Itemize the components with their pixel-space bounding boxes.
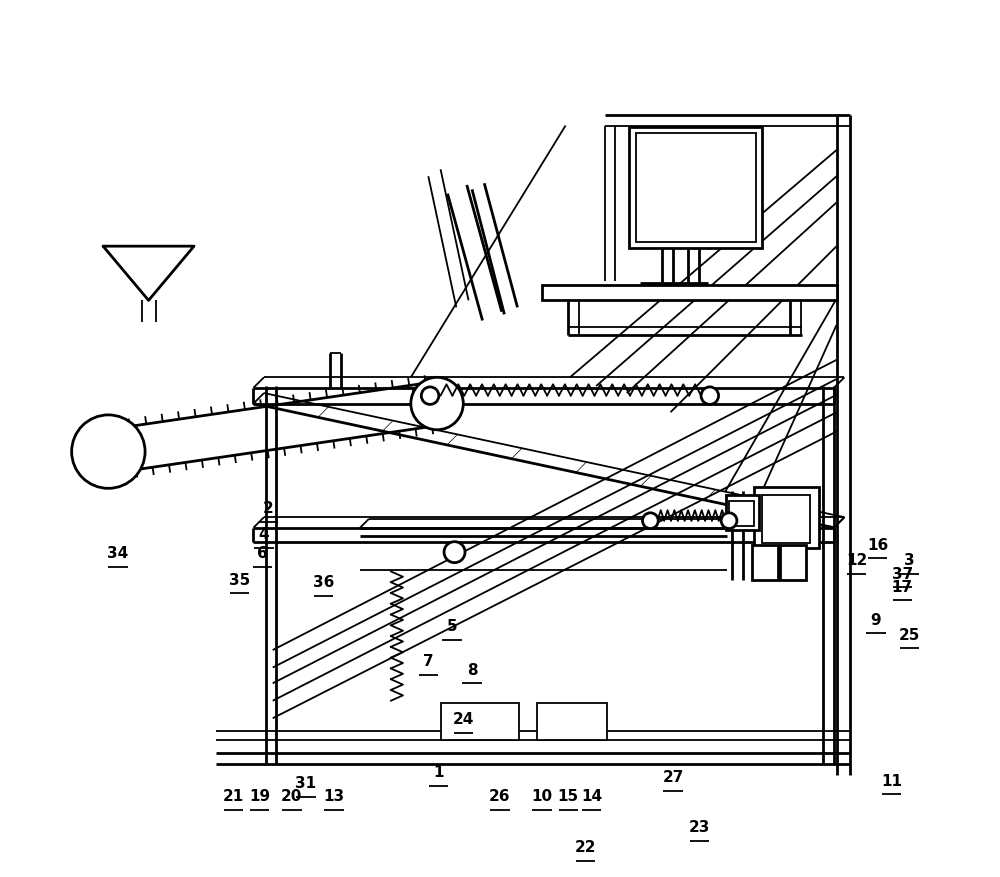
- Text: 16: 16: [867, 538, 888, 553]
- Text: 23: 23: [689, 820, 710, 835]
- Text: 19: 19: [249, 789, 270, 804]
- Text: 27: 27: [662, 770, 684, 785]
- Bar: [729, 502, 754, 526]
- Text: 2: 2: [263, 501, 274, 516]
- Text: 22: 22: [575, 840, 596, 855]
- Circle shape: [642, 513, 658, 529]
- Text: 3: 3: [904, 553, 914, 568]
- Bar: [754, 487, 819, 548]
- Text: 12: 12: [846, 553, 867, 568]
- Text: 20: 20: [281, 789, 303, 804]
- Bar: [636, 132, 756, 242]
- Text: 37: 37: [892, 567, 913, 581]
- Text: 31: 31: [295, 776, 316, 791]
- Text: 4: 4: [259, 527, 269, 542]
- Text: 7: 7: [423, 654, 434, 669]
- Circle shape: [411, 377, 463, 430]
- Circle shape: [444, 542, 465, 563]
- Circle shape: [72, 415, 145, 488]
- Bar: [726, 496, 759, 531]
- Text: 13: 13: [323, 789, 344, 804]
- Circle shape: [421, 387, 439, 404]
- Text: 34: 34: [107, 546, 129, 561]
- Bar: [629, 127, 762, 248]
- Text: 10: 10: [531, 789, 553, 804]
- Text: 17: 17: [892, 580, 913, 595]
- Bar: [762, 496, 810, 544]
- Text: 24: 24: [453, 712, 474, 728]
- Bar: [542, 285, 837, 301]
- Text: 6: 6: [257, 546, 268, 561]
- Text: 21: 21: [223, 789, 244, 804]
- Bar: [441, 703, 519, 740]
- Text: 36: 36: [313, 575, 334, 590]
- Text: 35: 35: [229, 573, 250, 588]
- Text: 1: 1: [434, 765, 444, 780]
- Text: 15: 15: [558, 789, 579, 804]
- Circle shape: [701, 387, 719, 404]
- Text: 9: 9: [871, 613, 881, 628]
- Text: 14: 14: [581, 789, 602, 804]
- Text: 8: 8: [467, 663, 477, 678]
- Bar: [780, 545, 806, 580]
- Text: 26: 26: [489, 789, 511, 804]
- Circle shape: [721, 513, 737, 529]
- Text: 5: 5: [447, 619, 457, 634]
- Text: 11: 11: [881, 774, 902, 788]
- Bar: [537, 703, 607, 740]
- Bar: [752, 545, 778, 580]
- Text: 25: 25: [898, 628, 920, 643]
